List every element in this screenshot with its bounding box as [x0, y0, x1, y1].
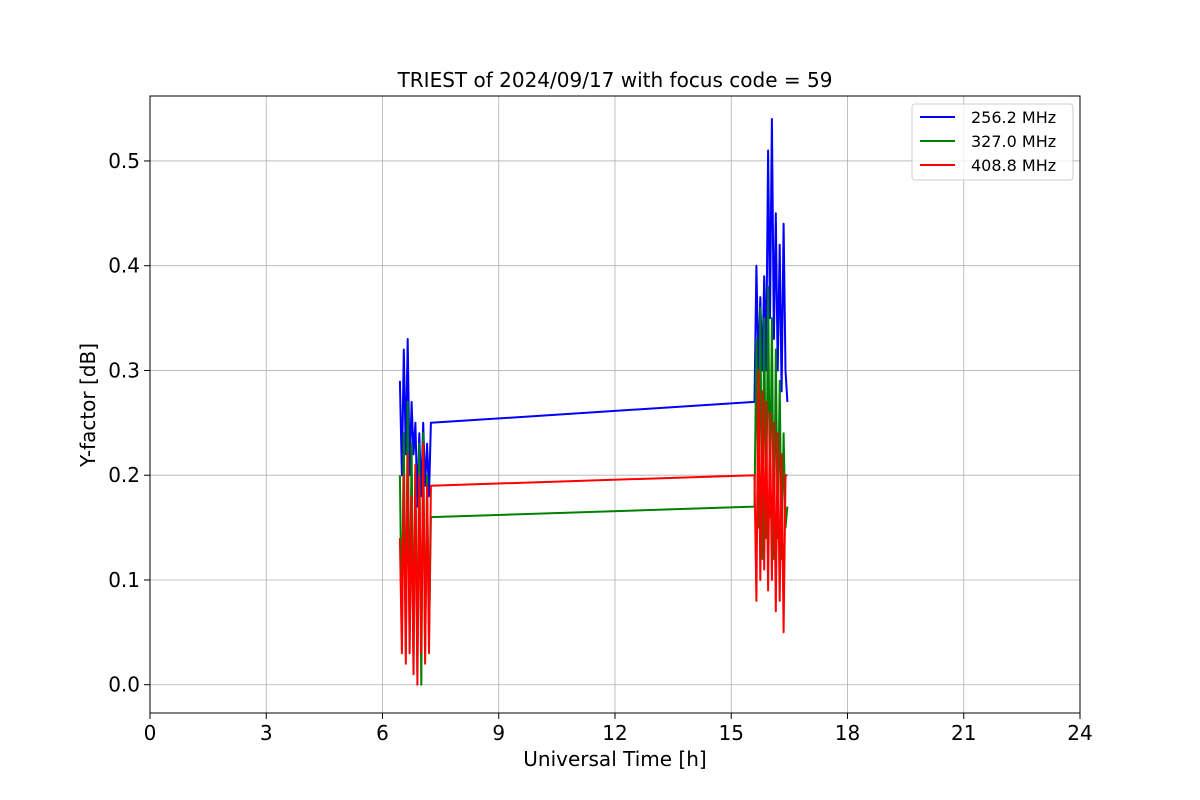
x-axis-ticks: 0 3 6 9 12 15 18 21 24 — [144, 713, 1093, 745]
y-axis-ticks: 0.0 0.1 0.2 0.3 0.4 0.5 — [108, 149, 150, 697]
legend-label-1: 256.2 MHz — [971, 108, 1056, 127]
y-tick-label: 0.4 — [108, 254, 140, 278]
y-tick-label: 0.0 — [108, 673, 140, 697]
y-tick-label: 0.2 — [108, 463, 140, 487]
series-line-3 — [398, 369, 788, 686]
x-axis-label: Universal Time [h] — [523, 747, 706, 771]
legend-label-3: 408.8 MHz — [971, 156, 1056, 175]
chart-title: TRIEST of 2024/09/17 with focus code = 5… — [397, 68, 833, 92]
y-tick-label: 0.1 — [108, 568, 140, 592]
series-line-1 — [398, 118, 789, 508]
grid-lines — [149, 96, 1081, 713]
x-tick-label: 18 — [835, 721, 860, 745]
y-tick-label: 0.3 — [108, 358, 140, 382]
x-tick-label: 0 — [144, 721, 157, 745]
x-tick-label: 12 — [602, 721, 627, 745]
legend: 256.2 MHz 327.0 MHz 408.8 MHz — [911, 103, 1074, 181]
x-tick-label: 15 — [719, 721, 744, 745]
x-tick-label: 21 — [951, 721, 976, 745]
x-tick-label: 3 — [260, 721, 273, 745]
y-axis-label: Y-factor [dB] — [76, 343, 100, 468]
legend-label-2: 327.0 MHz — [971, 132, 1056, 151]
legend-box — [911, 103, 1074, 181]
x-tick-label: 6 — [376, 721, 389, 745]
series-layer — [398, 118, 789, 686]
x-tick-label: 24 — [1067, 721, 1092, 745]
y-tick-label: 0.5 — [108, 149, 140, 173]
x-tick-label: 9 — [492, 721, 505, 745]
